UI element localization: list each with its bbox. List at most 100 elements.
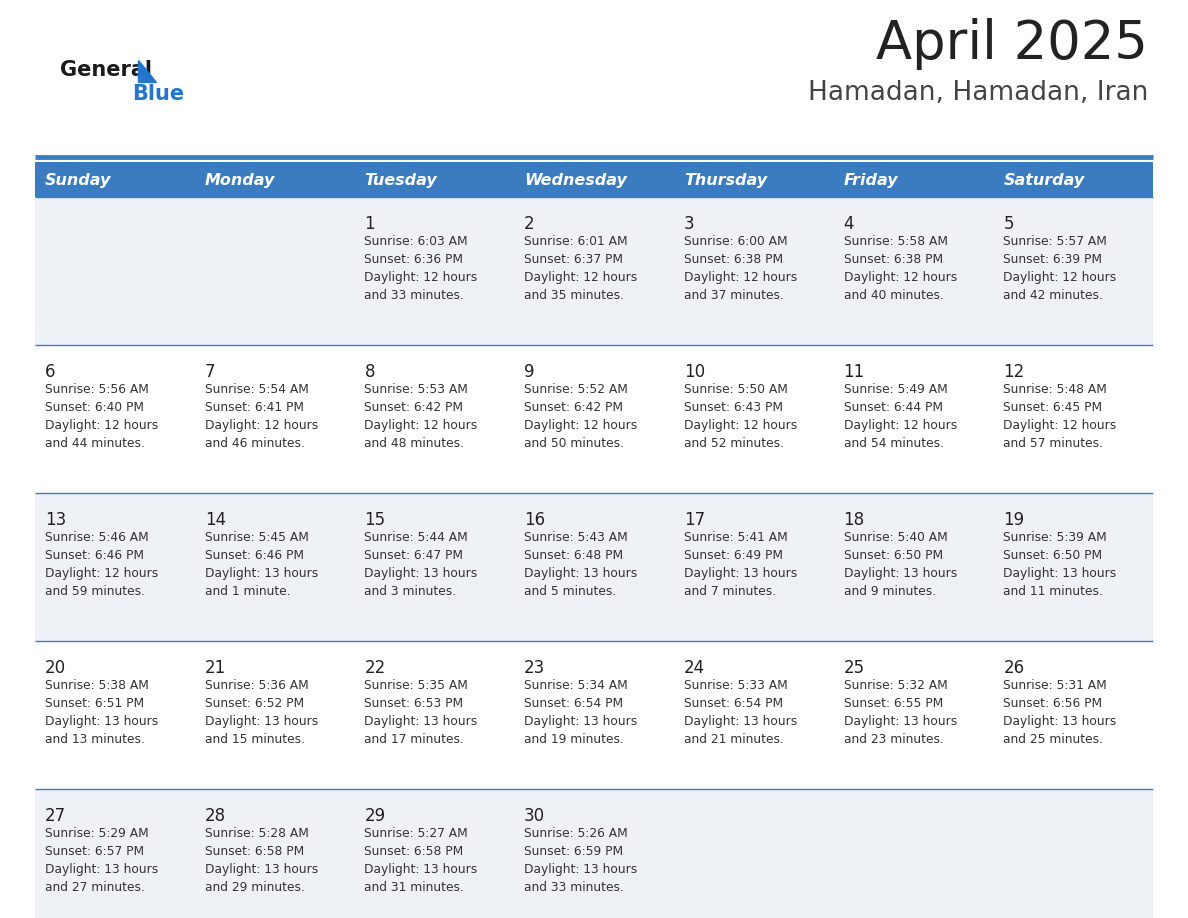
Text: Daylight: 12 hours: Daylight: 12 hours [524, 419, 638, 432]
Text: Sunrise: 5:45 AM: Sunrise: 5:45 AM [204, 531, 309, 544]
Bar [195, 345, 354, 493]
Text: Daylight: 13 hours: Daylight: 13 hours [684, 715, 797, 728]
Text: Daylight: 13 hours: Daylight: 13 hours [365, 863, 478, 876]
Bar [514, 345, 674, 493]
Text: Daylight: 12 hours: Daylight: 12 hours [45, 419, 158, 432]
Bar [834, 162, 993, 197]
Text: 25: 25 [843, 659, 865, 677]
Bar [34, 789, 195, 918]
Text: Daylight: 13 hours: Daylight: 13 hours [524, 863, 638, 876]
Text: Sunset: 6:48 PM: Sunset: 6:48 PM [524, 549, 624, 562]
Text: Sunset: 6:53 PM: Sunset: 6:53 PM [365, 697, 463, 710]
Text: Daylight: 13 hours: Daylight: 13 hours [843, 715, 956, 728]
Bar [674, 162, 834, 197]
Text: and 40 minutes.: and 40 minutes. [843, 289, 943, 302]
Text: and 37 minutes.: and 37 minutes. [684, 289, 784, 302]
Text: Sunrise: 5:36 AM: Sunrise: 5:36 AM [204, 679, 309, 692]
Text: Sunset: 6:50 PM: Sunset: 6:50 PM [1004, 549, 1102, 562]
Text: and 15 minutes.: and 15 minutes. [204, 733, 304, 746]
Bar [834, 641, 993, 789]
Text: and 44 minutes.: and 44 minutes. [45, 437, 145, 450]
Text: Sunrise: 5:39 AM: Sunrise: 5:39 AM [1004, 531, 1107, 544]
Text: Wednesday: Wednesday [524, 173, 627, 188]
Text: Sunrise: 5:41 AM: Sunrise: 5:41 AM [684, 531, 788, 544]
Text: and 57 minutes.: and 57 minutes. [1004, 437, 1104, 450]
Text: Sunset: 6:49 PM: Sunset: 6:49 PM [684, 549, 783, 562]
Text: Sunrise: 5:58 AM: Sunrise: 5:58 AM [843, 235, 948, 248]
Text: and 54 minutes.: and 54 minutes. [843, 437, 943, 450]
Text: Sunrise: 5:50 AM: Sunrise: 5:50 AM [684, 383, 788, 396]
Text: Sunset: 6:39 PM: Sunset: 6:39 PM [1004, 253, 1102, 266]
Text: 18: 18 [843, 511, 865, 529]
Text: Friday: Friday [843, 173, 898, 188]
Text: Sunrise: 5:38 AM: Sunrise: 5:38 AM [45, 679, 148, 692]
Text: Sunset: 6:50 PM: Sunset: 6:50 PM [843, 549, 943, 562]
Bar [514, 789, 674, 918]
Text: Daylight: 13 hours: Daylight: 13 hours [1004, 567, 1117, 580]
Text: and 33 minutes.: and 33 minutes. [524, 881, 624, 894]
Bar [34, 197, 195, 345]
Text: Daylight: 12 hours: Daylight: 12 hours [843, 419, 956, 432]
Text: Daylight: 13 hours: Daylight: 13 hours [365, 715, 478, 728]
Bar [195, 197, 354, 345]
Text: Daylight: 12 hours: Daylight: 12 hours [1004, 419, 1117, 432]
Text: Sunrise: 5:57 AM: Sunrise: 5:57 AM [1004, 235, 1107, 248]
Text: Daylight: 13 hours: Daylight: 13 hours [204, 863, 318, 876]
Bar [674, 197, 834, 345]
Text: Sunset: 6:55 PM: Sunset: 6:55 PM [843, 697, 943, 710]
Polygon shape [138, 60, 156, 82]
Text: and 19 minutes.: and 19 minutes. [524, 733, 624, 746]
Text: 28: 28 [204, 807, 226, 825]
Text: Sunset: 6:43 PM: Sunset: 6:43 PM [684, 401, 783, 414]
Bar [993, 641, 1154, 789]
Text: 12: 12 [1004, 363, 1024, 381]
Bar [674, 345, 834, 493]
Text: Sunset: 6:47 PM: Sunset: 6:47 PM [365, 549, 463, 562]
Text: Daylight: 13 hours: Daylight: 13 hours [524, 715, 638, 728]
Text: Sunset: 6:57 PM: Sunset: 6:57 PM [45, 845, 144, 858]
Text: 20: 20 [45, 659, 67, 677]
Text: Saturday: Saturday [1004, 173, 1085, 188]
Bar [34, 493, 195, 641]
Bar [514, 493, 674, 641]
Bar [674, 493, 834, 641]
Text: Daylight: 12 hours: Daylight: 12 hours [843, 271, 956, 284]
Text: Daylight: 12 hours: Daylight: 12 hours [684, 271, 797, 284]
Text: and 50 minutes.: and 50 minutes. [524, 437, 624, 450]
Bar [993, 162, 1154, 197]
Text: Sunset: 6:40 PM: Sunset: 6:40 PM [45, 401, 144, 414]
Text: Daylight: 13 hours: Daylight: 13 hours [365, 567, 478, 580]
Text: and 52 minutes.: and 52 minutes. [684, 437, 784, 450]
Text: Sunset: 6:51 PM: Sunset: 6:51 PM [45, 697, 144, 710]
Bar [514, 641, 674, 789]
Text: Sunset: 6:54 PM: Sunset: 6:54 PM [524, 697, 624, 710]
Text: Daylight: 12 hours: Daylight: 12 hours [204, 419, 318, 432]
Text: Daylight: 13 hours: Daylight: 13 hours [45, 715, 158, 728]
Text: Daylight: 13 hours: Daylight: 13 hours [204, 567, 318, 580]
Text: and 33 minutes.: and 33 minutes. [365, 289, 465, 302]
Text: Hamadan, Hamadan, Iran: Hamadan, Hamadan, Iran [808, 80, 1148, 106]
Text: 19: 19 [1004, 511, 1024, 529]
Text: 6: 6 [45, 363, 56, 381]
Text: Daylight: 13 hours: Daylight: 13 hours [684, 567, 797, 580]
Text: and 27 minutes.: and 27 minutes. [45, 881, 145, 894]
Bar [834, 493, 993, 641]
Text: and 42 minutes.: and 42 minutes. [1004, 289, 1104, 302]
Bar [834, 789, 993, 918]
Bar [674, 641, 834, 789]
Bar [354, 345, 514, 493]
Text: Monday: Monday [204, 173, 276, 188]
Text: Sunset: 6:38 PM: Sunset: 6:38 PM [684, 253, 783, 266]
Bar [34, 641, 195, 789]
Text: and 48 minutes.: and 48 minutes. [365, 437, 465, 450]
Text: Sunset: 6:42 PM: Sunset: 6:42 PM [365, 401, 463, 414]
Text: and 13 minutes.: and 13 minutes. [45, 733, 145, 746]
Text: and 9 minutes.: and 9 minutes. [843, 585, 936, 598]
Bar [34, 162, 195, 197]
Text: 30: 30 [524, 807, 545, 825]
Bar [354, 493, 514, 641]
Text: and 3 minutes.: and 3 minutes. [365, 585, 456, 598]
Text: Sunset: 6:36 PM: Sunset: 6:36 PM [365, 253, 463, 266]
Bar [195, 493, 354, 641]
Text: Sunset: 6:44 PM: Sunset: 6:44 PM [843, 401, 942, 414]
